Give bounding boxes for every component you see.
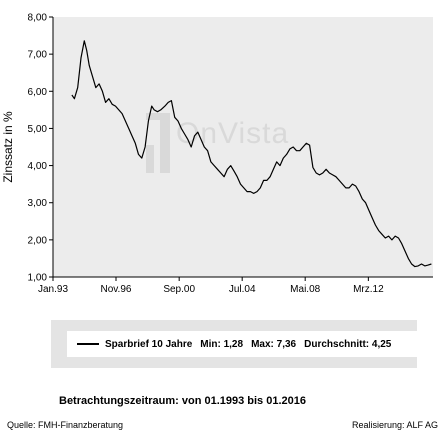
legend-series-name: Sparbrief 10 Jahre — [105, 338, 193, 350]
x-tick-label: Mai.08 — [290, 284, 320, 295]
x-tick-label: Jul.04 — [229, 284, 256, 295]
legend-avg-label: Durchschnitt: — [304, 338, 370, 350]
legend-avg-value: 4,25 — [371, 338, 392, 350]
x-tick-label: Jan.93 — [38, 284, 68, 295]
onvista-watermark: OnVista — [146, 113, 289, 173]
plot-area — [53, 17, 433, 277]
period-text: Betrachtungszeitraum: von 01.1993 bis 01… — [59, 395, 306, 407]
legend-inner: Sparbrief 10 Jahre Min: 1,28 Max: 7,36 D… — [67, 331, 417, 357]
legend-min-label: Min: — [200, 338, 221, 350]
y-tick-label: 5,00 — [28, 124, 48, 135]
legend: Sparbrief 10 Jahre Min: 1,28 Max: 7,36 D… — [51, 320, 417, 368]
watermark-logo-icon — [146, 113, 170, 173]
y-tick-label: 8,00 — [28, 13, 48, 24]
legend-swatch — [77, 343, 99, 345]
x-tick-label: Mrz.12 — [353, 284, 384, 295]
chart: OnVista 8,00 7,00 6,00 5,00 4,00 3,00 2,00 1,00… — [1, 13, 433, 295]
y-tick-label: 1,00 — [28, 273, 48, 284]
legend-max-value: 7,36 — [276, 338, 297, 350]
y-tick-label: 3,00 — [28, 198, 48, 209]
x-tick-label: Nov.96 — [101, 284, 132, 295]
series-line-sparbrief — [71, 40, 432, 268]
y-tick-label: 7,00 — [28, 50, 48, 61]
x-tick-label: Sep.00 — [163, 284, 195, 295]
source-text: Quelle: FMH-Finanzberatung — [7, 420, 124, 430]
y-axis-title: Zinssatz in % — [1, 111, 15, 183]
watermark-text: OnVista — [176, 117, 289, 150]
credit-text: Realisierung: ALF AG — [351, 420, 438, 430]
y-tick-label: 6,00 — [28, 87, 48, 98]
legend-max-label: Max: — [251, 338, 274, 350]
y-tick-label: 4,00 — [28, 161, 48, 172]
legend-min-value: 1,28 — [223, 338, 244, 350]
y-tick-label: 2,00 — [28, 235, 48, 246]
